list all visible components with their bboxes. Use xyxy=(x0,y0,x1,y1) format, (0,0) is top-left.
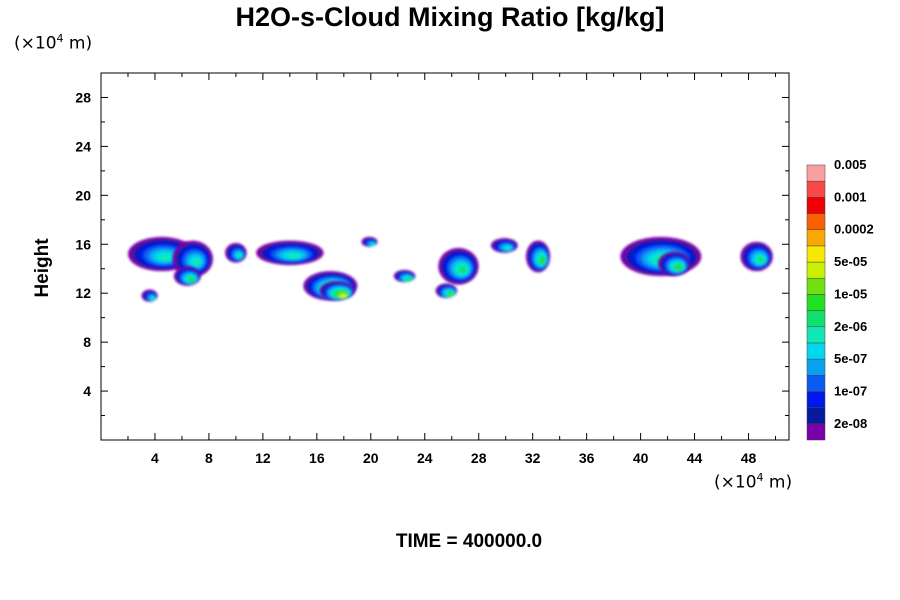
colorbar-label: 2e-06 xyxy=(834,319,867,334)
x-tick-label: 4 xyxy=(151,450,159,466)
colorbar-swatch xyxy=(806,407,826,425)
cloud-cell xyxy=(141,289,158,302)
cloud-cell xyxy=(361,236,378,247)
colorbar-swatch xyxy=(806,423,826,441)
colorbar-swatch xyxy=(806,294,826,311)
colorbar-swatch xyxy=(806,375,826,392)
x-tick-label: 20 xyxy=(363,450,379,466)
time-label: TIME = 400000.0 xyxy=(395,531,543,552)
cloud-cell xyxy=(740,241,773,272)
colorbar-swatch xyxy=(806,213,826,230)
cloud-cell xyxy=(225,243,247,263)
cloud-cell xyxy=(490,238,518,253)
x-tick-label: 44 xyxy=(687,450,703,466)
y-tick-label: 20 xyxy=(75,187,91,203)
cloud-cell xyxy=(256,240,324,266)
colorbar-label: 0.001 xyxy=(834,189,867,204)
x-axis-unit: (×104 m) xyxy=(714,471,793,493)
colorbar-label: 1e-05 xyxy=(834,286,867,301)
cloud-cell xyxy=(435,283,458,299)
x-tick-label: 36 xyxy=(579,450,595,466)
x-tick-label: 28 xyxy=(471,450,487,466)
y-tick-label: 12 xyxy=(75,285,91,301)
colorbar-swatch xyxy=(806,326,826,344)
x-tick-label: 48 xyxy=(741,450,757,466)
colorbar-label: 5e-07 xyxy=(834,351,867,366)
cloud-cell xyxy=(658,251,691,277)
y-tick-label: 28 xyxy=(75,89,91,105)
x-tick-label: 40 xyxy=(633,450,649,466)
x-tick-label: 12 xyxy=(255,450,271,466)
y-tick-label: 24 xyxy=(75,138,91,154)
colorbar-label: 5e-05 xyxy=(834,254,867,269)
cloud-cell xyxy=(319,280,355,301)
cloud-cell xyxy=(393,269,416,283)
colorbar-swatch xyxy=(806,245,826,263)
colorbar-swatch xyxy=(806,197,826,214)
cloud-cell xyxy=(438,247,479,285)
x-tick-label: 8 xyxy=(205,450,213,466)
colorbar-swatch xyxy=(806,229,826,247)
y-tick-label: 8 xyxy=(83,334,91,350)
x-tick-label: 16 xyxy=(309,450,325,466)
colorbar-swatch xyxy=(806,391,826,408)
plot-frame xyxy=(100,72,790,441)
colorbar-swatch xyxy=(806,164,826,182)
colorbar-swatch xyxy=(806,342,826,360)
colorbar-label: 2e-08 xyxy=(834,416,867,431)
colorbar-label: 0.0002 xyxy=(834,222,874,237)
cloud-cell xyxy=(525,240,551,273)
x-tick-label: 32 xyxy=(525,450,541,466)
colorbar-swatch xyxy=(806,358,826,376)
x-tick-label: 24 xyxy=(417,450,433,466)
colorbar-label: 1e-07 xyxy=(834,383,867,398)
cloud-cell xyxy=(173,266,201,286)
colorbar-label: 0.005 xyxy=(834,157,867,172)
colorbar-swatch xyxy=(806,277,826,295)
colorbar-swatch xyxy=(806,310,826,328)
chart-title: H2O-s-Cloud Mixing Ratio [kg/kg] xyxy=(235,2,665,32)
colorbar-swatch xyxy=(806,180,826,198)
y-tick-label: 16 xyxy=(75,236,91,252)
colorbar-swatch xyxy=(806,261,826,279)
y-axis-unit: (×104 m) xyxy=(14,32,93,54)
y-tick-label: 4 xyxy=(83,383,91,399)
